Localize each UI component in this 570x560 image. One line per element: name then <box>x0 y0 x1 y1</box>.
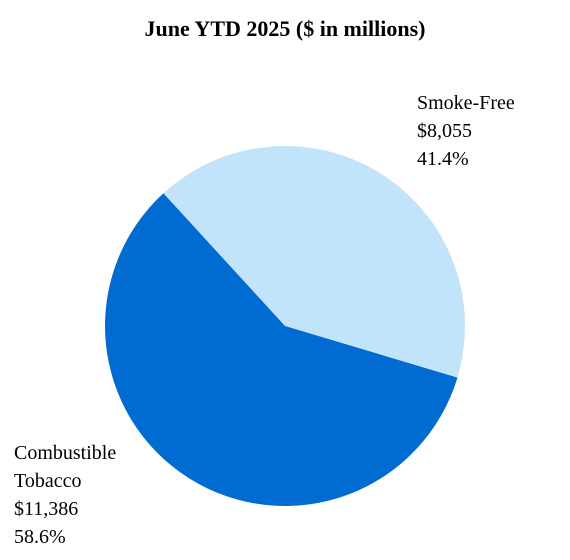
pie-slice <box>163 146 465 378</box>
category-label: Combustible Tobacco <box>14 442 117 492</box>
value-label: $11,386 <box>14 498 79 520</box>
share-label: 41.4% <box>417 148 469 170</box>
value-label: $8,055 <box>417 120 472 142</box>
category-label: Smoke-Free <box>417 92 515 114</box>
pie-slice <box>104 193 458 506</box>
slice-label: Smoke-Free $8,055 41.4% <box>417 89 567 173</box>
chart-title: June YTD 2025 ($ in millions) <box>144 16 426 41</box>
slice-label: Combustible Tobacco $11,386 58.6% <box>14 439 139 551</box>
share-label: 58.6% <box>14 526 66 548</box>
